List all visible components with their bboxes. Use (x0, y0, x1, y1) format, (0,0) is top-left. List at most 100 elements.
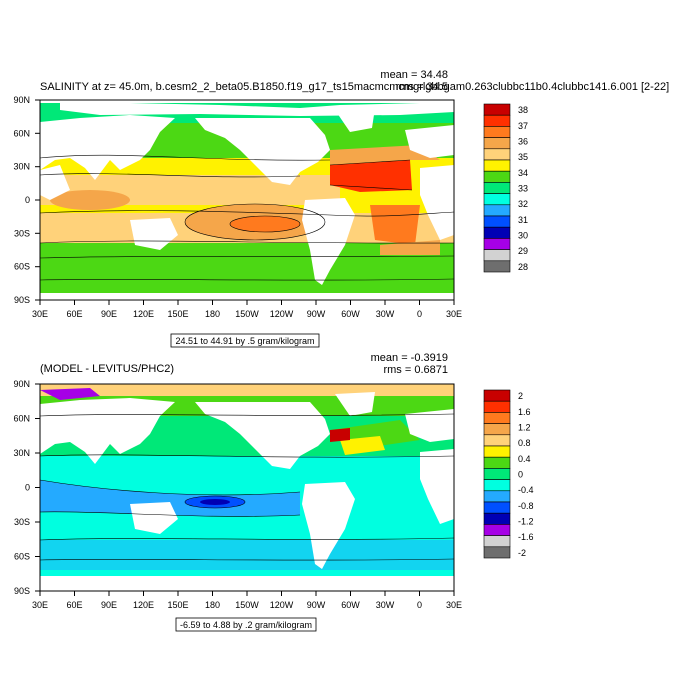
bottom-colorbar-swatch (483, 400, 511, 413)
bottom-x-tick-label: 150E (167, 600, 188, 610)
bottom-colorbar-label: -1.6 (518, 532, 534, 542)
bottom-y-tick-label: 0 (25, 483, 30, 493)
bottom-x-tick-label: 30E (32, 600, 48, 610)
top-x-tick-label: 90W (307, 309, 326, 319)
top-colorbar-label: 29 (518, 246, 528, 256)
top-contour-info-box (170, 333, 320, 348)
bottom-x-tick-label: 30E (446, 600, 462, 610)
bottom-colorbar-label: 0.8 (518, 438, 531, 448)
bottom-x-ticks (39, 591, 455, 596)
bottom-x-tick-label: 90W (307, 600, 326, 610)
bottom-colorbar-label: -2 (518, 548, 526, 558)
bottom-x-tick-label: 90E (101, 600, 117, 610)
bottom-colorbar-swatch (483, 412, 511, 424)
top-x-ticks (39, 300, 455, 305)
bottom-x-tick-label: 150W (235, 600, 259, 610)
bottom-y-tick-label: 30S (14, 517, 30, 527)
bottom-x-tick-label: 30W (376, 600, 395, 610)
bottom-colorbar-label: 0 (518, 470, 523, 480)
top-colorbar-swatch (483, 193, 511, 206)
top-colorbar-label: 34 (518, 168, 528, 178)
top-colorbar-label: 35 (518, 152, 528, 162)
top-contour-info: 24.51 to 44.91 by .5 gram/kilogram (175, 336, 314, 346)
top-title: SALINITY at z= 45.0m, b.cesm2_2_beta05.B… (40, 81, 669, 93)
bottom-difference-map (40, 384, 454, 591)
bottom-x-tick-label: 180 (205, 600, 220, 610)
top-x-tick-label: 60E (66, 309, 82, 319)
top-colorbar-label: 33 (518, 184, 528, 194)
bottom-colorbar-label: 2 (518, 391, 523, 401)
top-x-tick-label: 30W (376, 309, 395, 319)
top-colorbar-label: 28 (518, 262, 528, 272)
top-colorbar-label: 32 (518, 199, 528, 209)
top-colorbar-swatch (483, 182, 511, 194)
bottom-y-tick-label: 60S (14, 552, 30, 562)
top-x-tick-label: 90E (101, 309, 117, 319)
bottom-y-tick-label: 90N (13, 379, 30, 389)
bottom-colorbar-label: 1.2 (518, 422, 531, 432)
top-x-tick-label: 30E (32, 309, 48, 319)
bottom-y-tick-labels: 90N 60N 30N 0 30S 60S 90S (13, 379, 30, 596)
top-colorbar-label: 37 (518, 121, 528, 131)
bottom-colorbar-label: -0.8 (518, 501, 534, 511)
top-colorbar-swatch (483, 170, 511, 183)
top-colorbar-swatch (483, 249, 511, 262)
top-x-tick-label: 150E (167, 309, 188, 319)
top-colorbar-swatch (483, 137, 511, 150)
bottom-colorbar-label: -0.4 (518, 485, 534, 495)
top-colorbar-label: 31 (518, 215, 528, 225)
top-colorbar-swatch (483, 148, 511, 161)
top-colorbar-label: 30 (518, 231, 528, 241)
top-y-tick-labels: 90N 60N 30N 0 30S 60S 90S (13, 95, 30, 305)
bottom-x-tick-label: 120E (133, 600, 154, 610)
top-x-tick-label: 120W (270, 309, 294, 319)
top-y-tick-label: 90N (13, 95, 30, 105)
top-mean: mean = 34.48 (380, 69, 448, 81)
top-colorbar-swatch (483, 103, 511, 116)
top-colorbar-label: 36 (518, 136, 528, 146)
bottom-colorbar-swatch (483, 445, 511, 458)
top-x-tick-label: 0 (417, 309, 422, 319)
top-colorbar-label: 38 (518, 105, 528, 115)
bottom-contour-info-box (175, 617, 317, 632)
top-colorbar-swatch (483, 238, 511, 250)
bottom-mean: mean = -0.3919 (371, 352, 448, 364)
bottom-colorbar-swatch (483, 456, 511, 469)
bottom-x-tick-label: 120W (270, 600, 294, 610)
bottom-y-tick-label: 30N (13, 448, 30, 458)
top-rms: rms = 34.5 (396, 81, 448, 93)
bottom-y-tick-label: 60N (13, 414, 30, 424)
top-colorbar-swatch (483, 159, 511, 172)
top-colorbar-swatch (483, 260, 511, 273)
bottom-y-tick-label: 90S (14, 586, 30, 596)
top-colorbar-swatch (483, 126, 511, 138)
top-y-tick-label: 30S (14, 228, 30, 238)
bottom-x-tick-label: 60E (66, 600, 82, 610)
bottom-rms: rms = 0.6871 (383, 364, 448, 376)
top-y-tick-label: 60N (13, 128, 30, 138)
bottom-colorbar-swatch (483, 423, 511, 436)
top-colorbar: 38 37 36 35 34 33 32 31 30 29 28 (483, 103, 528, 273)
top-colorbar-swatch (483, 204, 511, 217)
top-x-tick-label: 30E (446, 309, 462, 319)
top-salinity-map (40, 100, 454, 300)
bottom-colorbar-label: 0.4 (518, 454, 531, 464)
top-y-tick-label: 90S (14, 295, 30, 305)
bottom-colorbar-swatch (483, 389, 511, 402)
top-x-tick-label: 60W (341, 309, 360, 319)
bottom-colorbar-swatch (483, 434, 511, 447)
top-y-tick-label: 30N (13, 162, 30, 172)
top-x-tick-label: 150W (235, 309, 259, 319)
bottom-colorbar-swatch (483, 524, 511, 536)
bottom-colorbar-swatch (483, 468, 511, 480)
bottom-y-ticks (35, 383, 40, 592)
bottom-title: (MODEL - LEVITUS/PHC2) (40, 363, 174, 375)
top-x-tick-label: 180 (205, 309, 220, 319)
bottom-colorbar-swatch (483, 512, 511, 525)
bottom-colorbar-label: 1.6 (518, 407, 531, 417)
bottom-contour-info: -6.59 to 4.88 by .2 gram/kilogram (180, 620, 312, 630)
bottom-colorbar: 2 1.6 1.2 0.8 0.4 0 -0.4 -0.8 -1.2 -1.6 -2 (483, 389, 534, 559)
top-colorbar-swatch (483, 114, 511, 127)
top-colorbar-swatch (483, 226, 511, 239)
